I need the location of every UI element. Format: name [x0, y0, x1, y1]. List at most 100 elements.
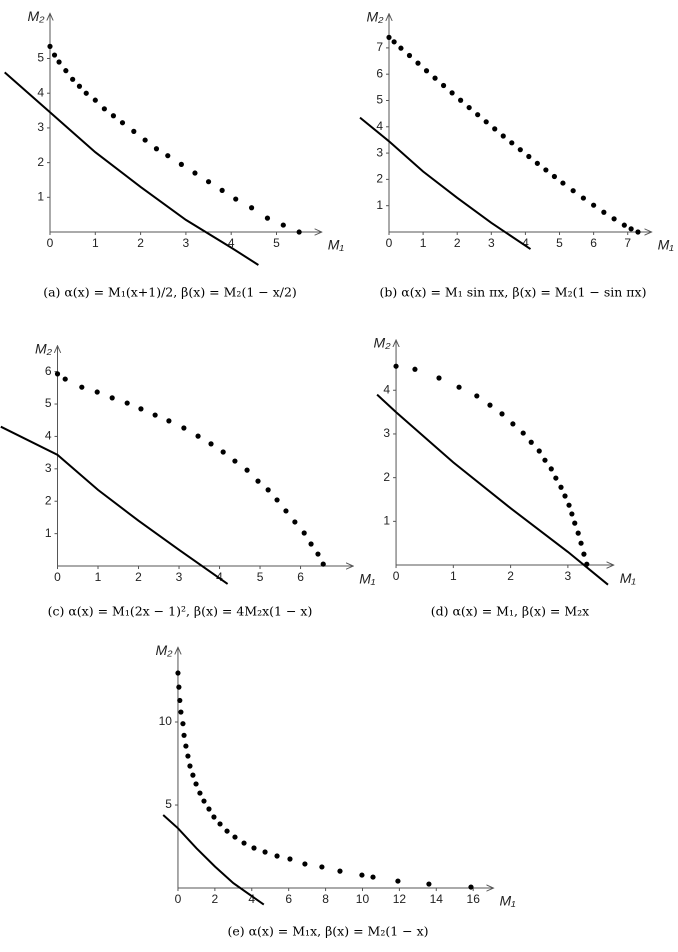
data-point — [492, 126, 498, 132]
data-point — [628, 226, 634, 232]
data-point — [166, 418, 172, 424]
data-point — [566, 502, 572, 508]
x-tick-label: 10 — [356, 892, 370, 906]
data-point — [621, 222, 627, 228]
data-point — [119, 120, 126, 126]
x-tick-label: 0 — [47, 236, 54, 250]
boundary-line — [4, 71, 259, 266]
y-tick-label: 5 — [376, 93, 383, 107]
data-point — [569, 511, 575, 517]
x-tick-label: 4 — [228, 236, 235, 250]
caption: (a) α(x) = M₁(x+1)/2, β(x) = M₂(1 − x/2) — [43, 285, 297, 300]
x-tick-label: 6 — [590, 236, 597, 250]
data-point — [499, 411, 505, 417]
data-point — [51, 52, 58, 58]
data-point — [142, 137, 148, 143]
y-tick-label: 2 — [383, 470, 390, 484]
data-point — [543, 167, 549, 173]
data-point — [241, 840, 247, 846]
data-point — [468, 884, 474, 890]
data-point — [359, 872, 365, 878]
y-tick-label: 2 — [37, 155, 44, 169]
x-tick-label: 3 — [176, 570, 183, 584]
data-point — [224, 828, 230, 834]
data-point — [572, 520, 578, 526]
boundary-line — [162, 814, 265, 906]
data-point — [181, 732, 187, 738]
x-axis-label: M₁ — [359, 571, 376, 587]
data-point — [79, 384, 85, 390]
y-axis-label: M₂ — [155, 642, 173, 658]
x-tick-label: 1 — [420, 236, 427, 250]
data-point — [412, 366, 418, 372]
y-tick-label: 1 — [376, 198, 383, 212]
data-point — [192, 170, 198, 176]
y-tick-label: 3 — [376, 145, 383, 159]
y-tick-label: 10 — [159, 714, 173, 728]
data-point — [466, 104, 472, 111]
data-point — [232, 834, 238, 840]
data-point — [176, 684, 182, 690]
data-point — [560, 180, 566, 186]
data-point — [131, 128, 137, 134]
data-point — [319, 864, 325, 870]
x-tick-label: 16 — [467, 892, 481, 906]
data-point — [395, 878, 401, 884]
x-tick-label: 1 — [95, 570, 102, 584]
x-tick-label: 0 — [175, 892, 182, 906]
x-tick-label: 6 — [297, 570, 304, 584]
x-axis-label: M₁ — [620, 570, 637, 586]
y-tick-label: 3 — [45, 461, 52, 475]
x-tick-label: 3 — [565, 569, 572, 583]
caption: (b) α(x) = M₁ sin πx, β(x) = M₂(1 − sin … — [380, 285, 647, 300]
data-point — [265, 487, 271, 493]
data-point — [578, 540, 584, 546]
x-tick-label: 6 — [285, 892, 292, 906]
y-axis-label: M₂ — [366, 8, 384, 24]
data-point — [206, 806, 212, 812]
data-point — [124, 400, 130, 406]
data-point — [220, 449, 226, 455]
data-point — [70, 76, 76, 82]
data-point — [190, 772, 196, 778]
data-point — [302, 861, 308, 867]
data-point — [509, 140, 515, 146]
y-axis-label: M₂ — [35, 340, 53, 356]
data-point — [487, 402, 493, 408]
data-point — [370, 874, 376, 880]
y-tick-label: 5 — [165, 797, 172, 811]
data-point — [296, 229, 302, 235]
data-point — [391, 39, 397, 45]
data-point — [76, 83, 83, 89]
data-point — [101, 106, 107, 112]
data-point — [187, 763, 193, 769]
data-point — [536, 448, 542, 454]
data-point — [315, 551, 321, 557]
data-point — [219, 187, 225, 193]
x-tick-label: 0 — [393, 569, 400, 583]
data-point — [274, 853, 280, 859]
data-point — [601, 209, 607, 215]
x-tick-label: 4 — [522, 236, 529, 250]
y-tick-label: 4 — [45, 429, 52, 443]
data-point — [581, 551, 587, 557]
y-tick-label: 2 — [376, 172, 383, 186]
data-point — [264, 215, 271, 221]
data-point — [475, 112, 481, 118]
data-point — [542, 457, 548, 463]
data-point — [56, 59, 62, 65]
data-point — [548, 466, 554, 472]
data-point — [185, 753, 191, 759]
boundary-line — [376, 393, 609, 586]
y-tick-label: 5 — [37, 51, 44, 65]
data-point — [301, 530, 307, 536]
y-tick-label: 4 — [376, 119, 383, 133]
y-tick-label: 5 — [45, 396, 52, 410]
x-tick-label: 2 — [212, 892, 219, 906]
data-point — [520, 430, 526, 436]
x-tick-label: 2 — [135, 570, 142, 584]
data-point — [201, 798, 207, 804]
data-point — [483, 119, 489, 125]
data-point — [152, 412, 158, 418]
data-point — [94, 389, 100, 395]
